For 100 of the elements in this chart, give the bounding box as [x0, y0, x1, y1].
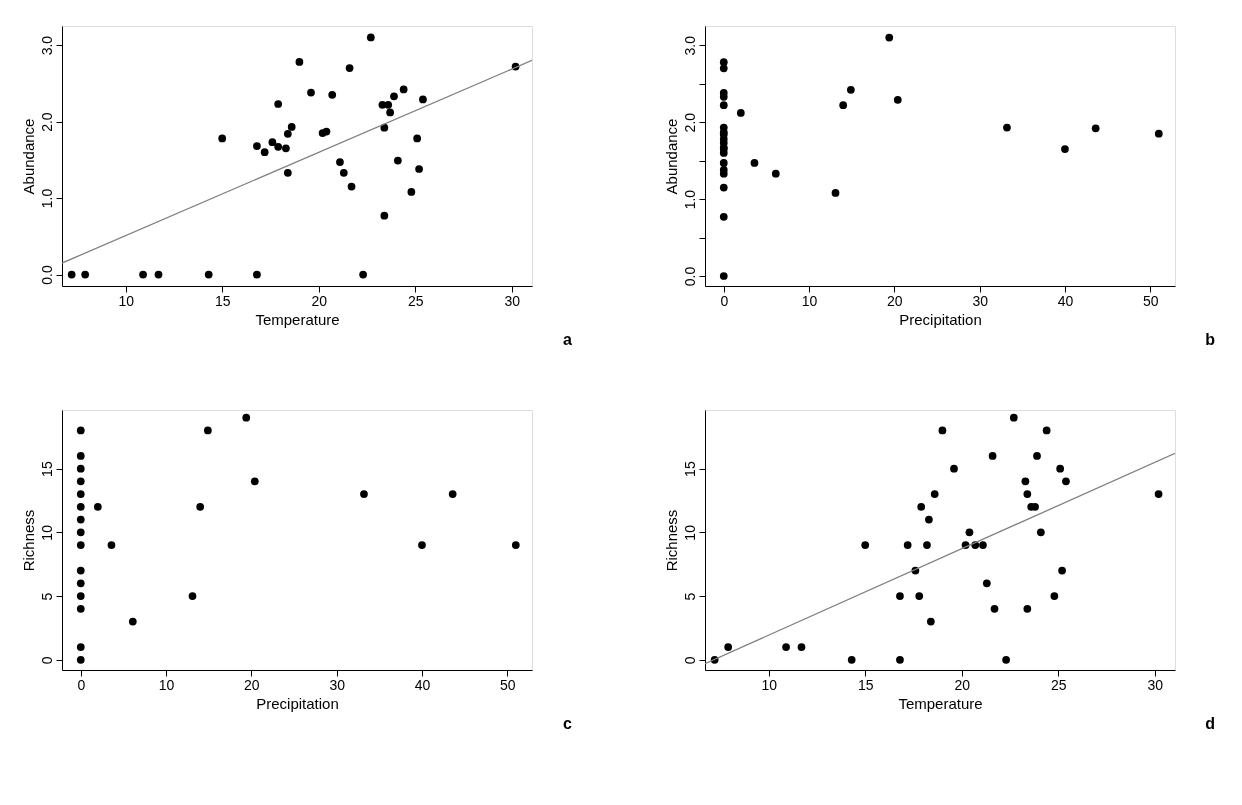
x-tick-label: 25	[1050, 676, 1067, 693]
point	[1003, 123, 1011, 132]
point	[1154, 129, 1163, 138]
x-tick-label: 0	[77, 676, 86, 693]
point	[1061, 145, 1069, 153]
point	[719, 159, 728, 167]
x-tick-label: 15	[214, 292, 231, 309]
y-tick-label: 0	[38, 656, 55, 665]
point	[76, 464, 85, 473]
point	[903, 541, 912, 549]
point	[418, 541, 426, 549]
text: c	[563, 715, 573, 732]
y-tick-label: 0.0	[681, 266, 698, 287]
point	[719, 183, 728, 192]
point	[139, 270, 147, 279]
point	[925, 515, 933, 524]
x-axis-title: Precipitation	[256, 694, 339, 712]
x-tick-label: 10	[761, 676, 778, 693]
point	[328, 90, 337, 99]
point	[76, 426, 85, 435]
x-tick-label: 10	[158, 676, 175, 693]
point	[923, 541, 931, 549]
y-tick-label: 15	[681, 461, 698, 477]
point	[1023, 490, 1032, 498]
point	[915, 592, 924, 600]
x-tick-label: 30	[972, 292, 989, 309]
point	[250, 477, 259, 486]
x-tick-label: 40	[414, 676, 431, 693]
point	[1009, 413, 1018, 422]
y-tick-label: 3.0	[38, 35, 55, 56]
x-tick-label: 0	[720, 292, 729, 309]
x-tick-label: 50	[499, 676, 516, 693]
point	[76, 490, 85, 498]
point	[847, 655, 856, 664]
x-tick-label: 20	[311, 292, 328, 309]
point	[295, 58, 304, 66]
point	[268, 138, 277, 147]
point	[831, 189, 840, 197]
point	[336, 158, 344, 166]
point	[1036, 528, 1045, 537]
point	[339, 168, 348, 177]
point	[359, 270, 367, 279]
point	[896, 655, 904, 664]
point	[1002, 655, 1010, 664]
point	[399, 85, 408, 94]
point	[204, 270, 213, 279]
point	[979, 541, 987, 549]
point	[719, 101, 728, 110]
x-tick-label: 30	[1147, 676, 1164, 693]
point	[839, 101, 848, 110]
y-tick-label: 5	[38, 592, 55, 601]
point	[736, 109, 745, 117]
x-tick-label: 50	[1142, 292, 1159, 309]
point	[282, 144, 290, 153]
x-tick-label: 25	[407, 292, 424, 309]
point	[771, 169, 780, 178]
point	[419, 95, 427, 104]
x-tick-label: 20	[887, 292, 903, 309]
point	[938, 426, 947, 435]
point	[719, 212, 728, 221]
x-tick-label: 20	[244, 676, 260, 693]
point	[76, 604, 85, 613]
point	[896, 592, 904, 600]
point	[926, 617, 935, 626]
point	[893, 95, 902, 104]
point	[719, 89, 728, 97]
point	[1058, 566, 1066, 575]
point	[107, 541, 116, 549]
point	[930, 490, 939, 498]
point	[283, 168, 292, 177]
x-tick-label: 40	[1057, 292, 1074, 309]
point	[260, 148, 269, 157]
point	[1056, 464, 1065, 473]
x-tick-label: 30	[329, 676, 346, 693]
point	[917, 503, 926, 511]
point	[990, 604, 999, 613]
y-tick-label: 15	[38, 461, 55, 477]
point	[76, 452, 85, 460]
point	[386, 108, 394, 117]
x-tick-label: 15	[857, 676, 874, 693]
x-axis-title: Precipitation	[899, 310, 982, 328]
text: d	[1205, 715, 1215, 732]
y-axis-title: Richness	[662, 509, 680, 572]
point	[724, 643, 733, 651]
point	[1062, 477, 1070, 486]
point	[188, 592, 197, 600]
x-axis-title: Temperature	[898, 694, 983, 712]
point	[274, 100, 283, 108]
point	[366, 33, 375, 42]
point	[1042, 426, 1051, 435]
point	[347, 182, 356, 191]
point	[719, 58, 728, 67]
point	[360, 490, 368, 498]
point	[287, 123, 296, 131]
point	[1154, 490, 1163, 498]
point	[448, 490, 457, 498]
point	[76, 515, 85, 524]
point	[307, 88, 315, 97]
point	[407, 188, 416, 196]
point	[242, 413, 251, 422]
